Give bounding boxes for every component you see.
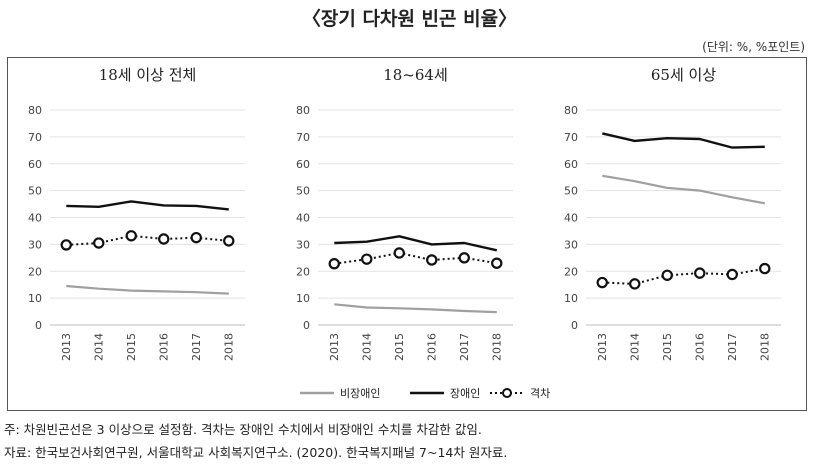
y-tick-label: 0 xyxy=(571,319,578,332)
series-line xyxy=(66,234,229,246)
series-line xyxy=(334,235,498,252)
y-tick-label: 80 xyxy=(28,104,42,117)
chart-frame xyxy=(7,57,807,411)
y-tick-label: 0 xyxy=(303,319,310,332)
x-tick-label: 2016 xyxy=(694,333,707,361)
x-tick-label: 2013 xyxy=(596,333,609,361)
data-point xyxy=(223,235,235,247)
x-tick-label: 2018 xyxy=(223,333,236,361)
series-line xyxy=(66,284,229,295)
y-tick-label: 40 xyxy=(28,212,42,225)
data-point xyxy=(458,252,470,264)
data-point xyxy=(426,254,438,266)
series-line xyxy=(334,303,497,314)
x-tick-label: 2013 xyxy=(328,333,341,361)
data-point xyxy=(726,268,738,281)
x-tick-label: 2013 xyxy=(60,333,73,361)
note-line: 주: 차원빈곤선은 3 이상으로 설정함. 격차는 장애인 수치에서 비장애인 … xyxy=(4,422,482,437)
data-point xyxy=(158,233,170,245)
x-tick-label: 2014 xyxy=(361,333,374,361)
panel-title: 18세 이상 전체 xyxy=(99,66,197,84)
data-point xyxy=(361,253,373,265)
unit-label: (단위: %, %포인트) xyxy=(702,40,805,54)
y-tick-label: 80 xyxy=(296,104,310,117)
y-tick-label: 0 xyxy=(35,319,42,332)
y-tick-label: 30 xyxy=(564,238,578,251)
y-tick-label: 10 xyxy=(296,292,310,305)
series-line xyxy=(602,174,765,205)
y-tick-label: 30 xyxy=(296,238,310,251)
y-tick-label: 70 xyxy=(564,131,578,144)
data-point xyxy=(491,257,503,269)
series-line xyxy=(602,132,765,149)
panel-title: 18~64세 xyxy=(383,66,448,84)
charts-svg: 18세 이상 전체 0 10 20 30 40 50 60 70 80 2013 2014 2015 20… xyxy=(28,66,781,400)
x-tick-label: 2018 xyxy=(491,333,504,361)
legend-marker xyxy=(502,388,512,398)
y-tick-label: 50 xyxy=(564,185,578,198)
data-point xyxy=(328,258,340,270)
data-point xyxy=(629,278,641,290)
data-point xyxy=(190,231,202,244)
x-tick-label: 2016 xyxy=(426,333,439,361)
y-tick-label: 60 xyxy=(296,158,310,171)
x-tick-label: 2015 xyxy=(661,333,674,361)
y-tick-label: 70 xyxy=(296,131,310,144)
y-tick-label: 50 xyxy=(28,185,42,198)
data-point xyxy=(60,239,72,251)
x-tick-label: 2016 xyxy=(158,333,171,361)
data-point xyxy=(694,267,706,279)
y-tick-label: 60 xyxy=(28,158,42,171)
y-tick-label: 20 xyxy=(564,265,578,278)
legend-label: 비장애인 xyxy=(340,387,380,400)
y-tick-label: 40 xyxy=(296,212,310,225)
y-tick-label: 70 xyxy=(28,131,42,144)
data-point xyxy=(661,269,673,281)
series-line xyxy=(334,252,497,265)
series-line xyxy=(66,200,229,211)
y-tick-label: 20 xyxy=(28,265,42,278)
y-tick-label: 30 xyxy=(28,238,42,251)
x-tick-label: 2017 xyxy=(726,333,739,361)
data-point xyxy=(93,237,105,249)
x-tick-label: 2017 xyxy=(458,333,471,361)
data-point xyxy=(596,276,608,289)
x-tick-label: 2015 xyxy=(393,333,406,361)
panel-title: 65세 이상 xyxy=(651,66,716,84)
x-tick-label: 2017 xyxy=(190,333,203,361)
x-tick-label: 2018 xyxy=(759,333,772,361)
x-tick-label: 2014 xyxy=(93,333,106,361)
y-tick-label: 60 xyxy=(564,158,578,171)
legend-label: 격차 xyxy=(530,387,550,400)
y-tick-label: 10 xyxy=(28,292,42,305)
y-tick-label: 40 xyxy=(564,212,578,225)
figure-title: 〈장기 다차원 빈곤 비율〉 xyxy=(301,8,518,30)
y-tick-label: 20 xyxy=(296,265,310,278)
x-tick-label: 2015 xyxy=(125,333,138,361)
data-point xyxy=(393,247,405,259)
source-line: 자료: 한국보건사회연구원, 서울대학교 사회복지연구소. (2020). 한국… xyxy=(4,445,508,460)
y-tick-label: 50 xyxy=(296,185,310,198)
y-tick-label: 80 xyxy=(564,104,578,117)
x-tick-label: 2014 xyxy=(629,333,642,361)
y-tick-label: 10 xyxy=(564,292,578,305)
data-point xyxy=(125,230,137,242)
data-point xyxy=(759,262,771,275)
legend-label: 장애인 xyxy=(450,387,480,400)
